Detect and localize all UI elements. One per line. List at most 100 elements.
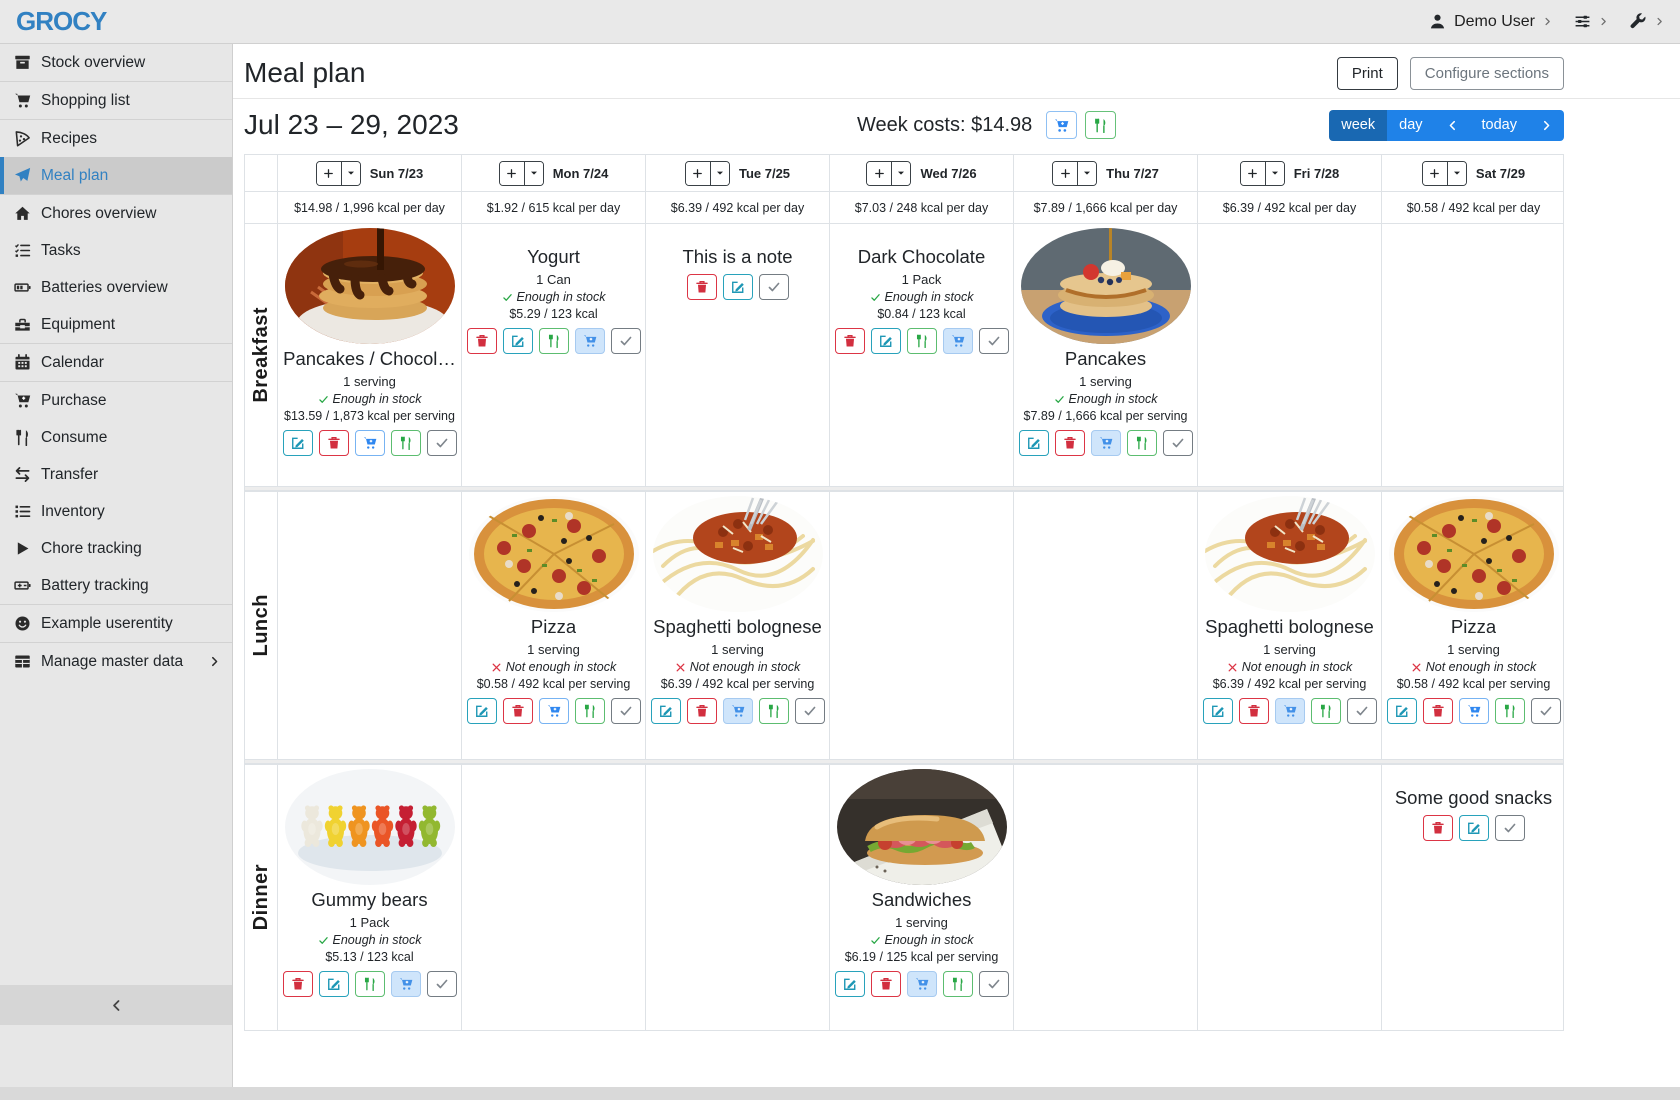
note-card[interactable]: Some good snacks: [1385, 769, 1562, 842]
utensils-button[interactable]: [906, 328, 937, 355]
edit-button[interactable]: [318, 971, 349, 998]
meal-card[interactable]: Dark Chocolate 1 Pack Enough in stock $0.84…: [833, 228, 1010, 355]
check-button[interactable]: [758, 274, 789, 301]
trash-button[interactable]: [318, 430, 349, 457]
meal-card[interactable]: Pizza 1 serving Not enough in stock $0.58 /…: [1385, 496, 1562, 725]
add-meal-button[interactable]: [867, 161, 893, 185]
trash-button[interactable]: [686, 698, 717, 725]
add-meal-dropdown-toggle[interactable]: [1447, 161, 1466, 185]
note-card[interactable]: This is a note: [649, 228, 826, 301]
cart-button[interactable]: [942, 328, 973, 355]
cart-button[interactable]: [906, 971, 937, 998]
edit-button[interactable]: [502, 328, 533, 355]
next-week-button[interactable]: [1529, 109, 1564, 141]
add-meal-button[interactable]: [1422, 161, 1448, 185]
sidebar-item-purchase[interactable]: Purchase: [0, 382, 232, 419]
trash-button[interactable]: [1054, 430, 1085, 457]
sidebar-item-transfer[interactable]: Transfer: [0, 456, 232, 493]
utensils-button[interactable]: [538, 328, 569, 355]
sidebar-item-manage-master-data[interactable]: Manage master data: [0, 643, 232, 680]
cart-button[interactable]: [722, 698, 753, 725]
add-meal-dropdown-toggle[interactable]: [341, 161, 360, 185]
meal-card[interactable]: Spaghetti bolognese 1 serving Not enough i…: [649, 496, 826, 725]
cart-button[interactable]: [574, 328, 605, 355]
meal-card[interactable]: Pancakes / Chocol… 1 serving Enough in sto…: [281, 228, 458, 457]
configure-sections-button[interactable]: Configure sections: [1409, 56, 1564, 90]
add-meal-dropdown-toggle[interactable]: [892, 161, 911, 185]
check-button[interactable]: [1494, 815, 1525, 842]
check-button[interactable]: [978, 971, 1009, 998]
sidebar-item-equipment[interactable]: Equipment: [0, 306, 232, 343]
edit-button[interactable]: [1458, 815, 1489, 842]
cart-button[interactable]: [354, 430, 385, 457]
trash-button[interactable]: [282, 971, 313, 998]
sidebar-item-stock-overview[interactable]: Stock overview: [0, 44, 232, 81]
admin-menu[interactable]: [1630, 13, 1664, 30]
meal-card[interactable]: Sandwiches 1 serving Enough in stock $6.19 …: [833, 769, 1010, 998]
sidebar-item-tasks[interactable]: Tasks: [0, 232, 232, 269]
utensils-button[interactable]: [1126, 430, 1157, 457]
edit-button[interactable]: [650, 698, 681, 725]
add-meal-dropdown-toggle[interactable]: [524, 161, 543, 185]
check-button[interactable]: [426, 430, 457, 457]
trash-button[interactable]: [502, 698, 533, 725]
sidebar-item-shopping-list[interactable]: Shopping list: [0, 82, 232, 119]
utensils-button[interactable]: [574, 698, 605, 725]
cart-button[interactable]: [538, 698, 569, 725]
sidebar-item-batteries-overview[interactable]: Batteries overview: [0, 269, 232, 306]
meal-card[interactable]: Pancakes 1 serving Enough in stock $7.89 / …: [1017, 228, 1194, 457]
cart-button[interactable]: [1090, 430, 1121, 457]
sidebar-item-consume[interactable]: Consume: [0, 419, 232, 456]
cart-button[interactable]: [1274, 698, 1305, 725]
trash-button[interactable]: [1422, 698, 1453, 725]
check-button[interactable]: [610, 698, 641, 725]
utensils-button[interactable]: [942, 971, 973, 998]
utensils-button[interactable]: [758, 698, 789, 725]
add-meal-button[interactable]: [1053, 161, 1079, 185]
cart-button[interactable]: [1458, 698, 1489, 725]
cart-button[interactable]: [390, 971, 421, 998]
edit-button[interactable]: [834, 971, 865, 998]
meal-card[interactable]: Yogurt 1 Can Enough in stock $5.29 / 123 kc…: [465, 228, 642, 355]
sidebar-item-meal-plan[interactable]: Meal plan: [0, 157, 232, 194]
trash-button[interactable]: [834, 328, 865, 355]
check-button[interactable]: [1346, 698, 1377, 725]
meal-card[interactable]: Pizza 1 serving Not enough in stock $0.58 /…: [465, 496, 642, 725]
print-button[interactable]: Print: [1336, 56, 1398, 90]
edit-button[interactable]: [722, 274, 753, 301]
add-meal-dropdown-toggle[interactable]: [1078, 161, 1097, 185]
edit-button[interactable]: [1202, 698, 1233, 725]
edit-button[interactable]: [870, 328, 901, 355]
edit-button[interactable]: [1386, 698, 1417, 725]
add-meal-button[interactable]: [685, 161, 711, 185]
sidebar-collapse-button[interactable]: [0, 985, 232, 1025]
week-costs-shoppinglist-button[interactable]: [1046, 111, 1078, 139]
horizontal-scrollbar[interactable]: [0, 1087, 1680, 1100]
add-meal-dropdown-toggle[interactable]: [710, 161, 729, 185]
check-button[interactable]: [978, 328, 1009, 355]
sidebar-item-chores-overview[interactable]: Chores overview: [0, 195, 232, 232]
edit-button[interactable]: [1018, 430, 1049, 457]
trash-button[interactable]: [686, 274, 717, 301]
utensils-button[interactable]: [1494, 698, 1525, 725]
sidebar-item-calendar[interactable]: Calendar: [0, 344, 232, 381]
utensils-button[interactable]: [354, 971, 385, 998]
edit-button[interactable]: [282, 430, 313, 457]
add-meal-button[interactable]: [316, 161, 342, 185]
view-day-button[interactable]: day: [1387, 109, 1435, 141]
previous-week-button[interactable]: [1434, 109, 1470, 141]
sidebar-item-recipes[interactable]: Recipes: [0, 120, 232, 157]
utensils-button[interactable]: [390, 430, 421, 457]
check-button[interactable]: [426, 971, 457, 998]
sidebar-item-example-userentity[interactable]: Example userentity: [0, 605, 232, 642]
trash-button[interactable]: [1422, 815, 1453, 842]
add-meal-button[interactable]: [1240, 161, 1266, 185]
check-button[interactable]: [610, 328, 641, 355]
meal-card[interactable]: Gummy bears 1 Pack Enough in stock $5.13 / …: [281, 769, 458, 998]
sidebar-item-inventory[interactable]: Inventory: [0, 493, 232, 530]
check-button[interactable]: [1530, 698, 1561, 725]
trash-button[interactable]: [466, 328, 497, 355]
settings-menu[interactable]: [1574, 13, 1608, 30]
sidebar-item-chore-tracking[interactable]: Chore tracking: [0, 530, 232, 567]
utensils-button[interactable]: [1310, 698, 1341, 725]
